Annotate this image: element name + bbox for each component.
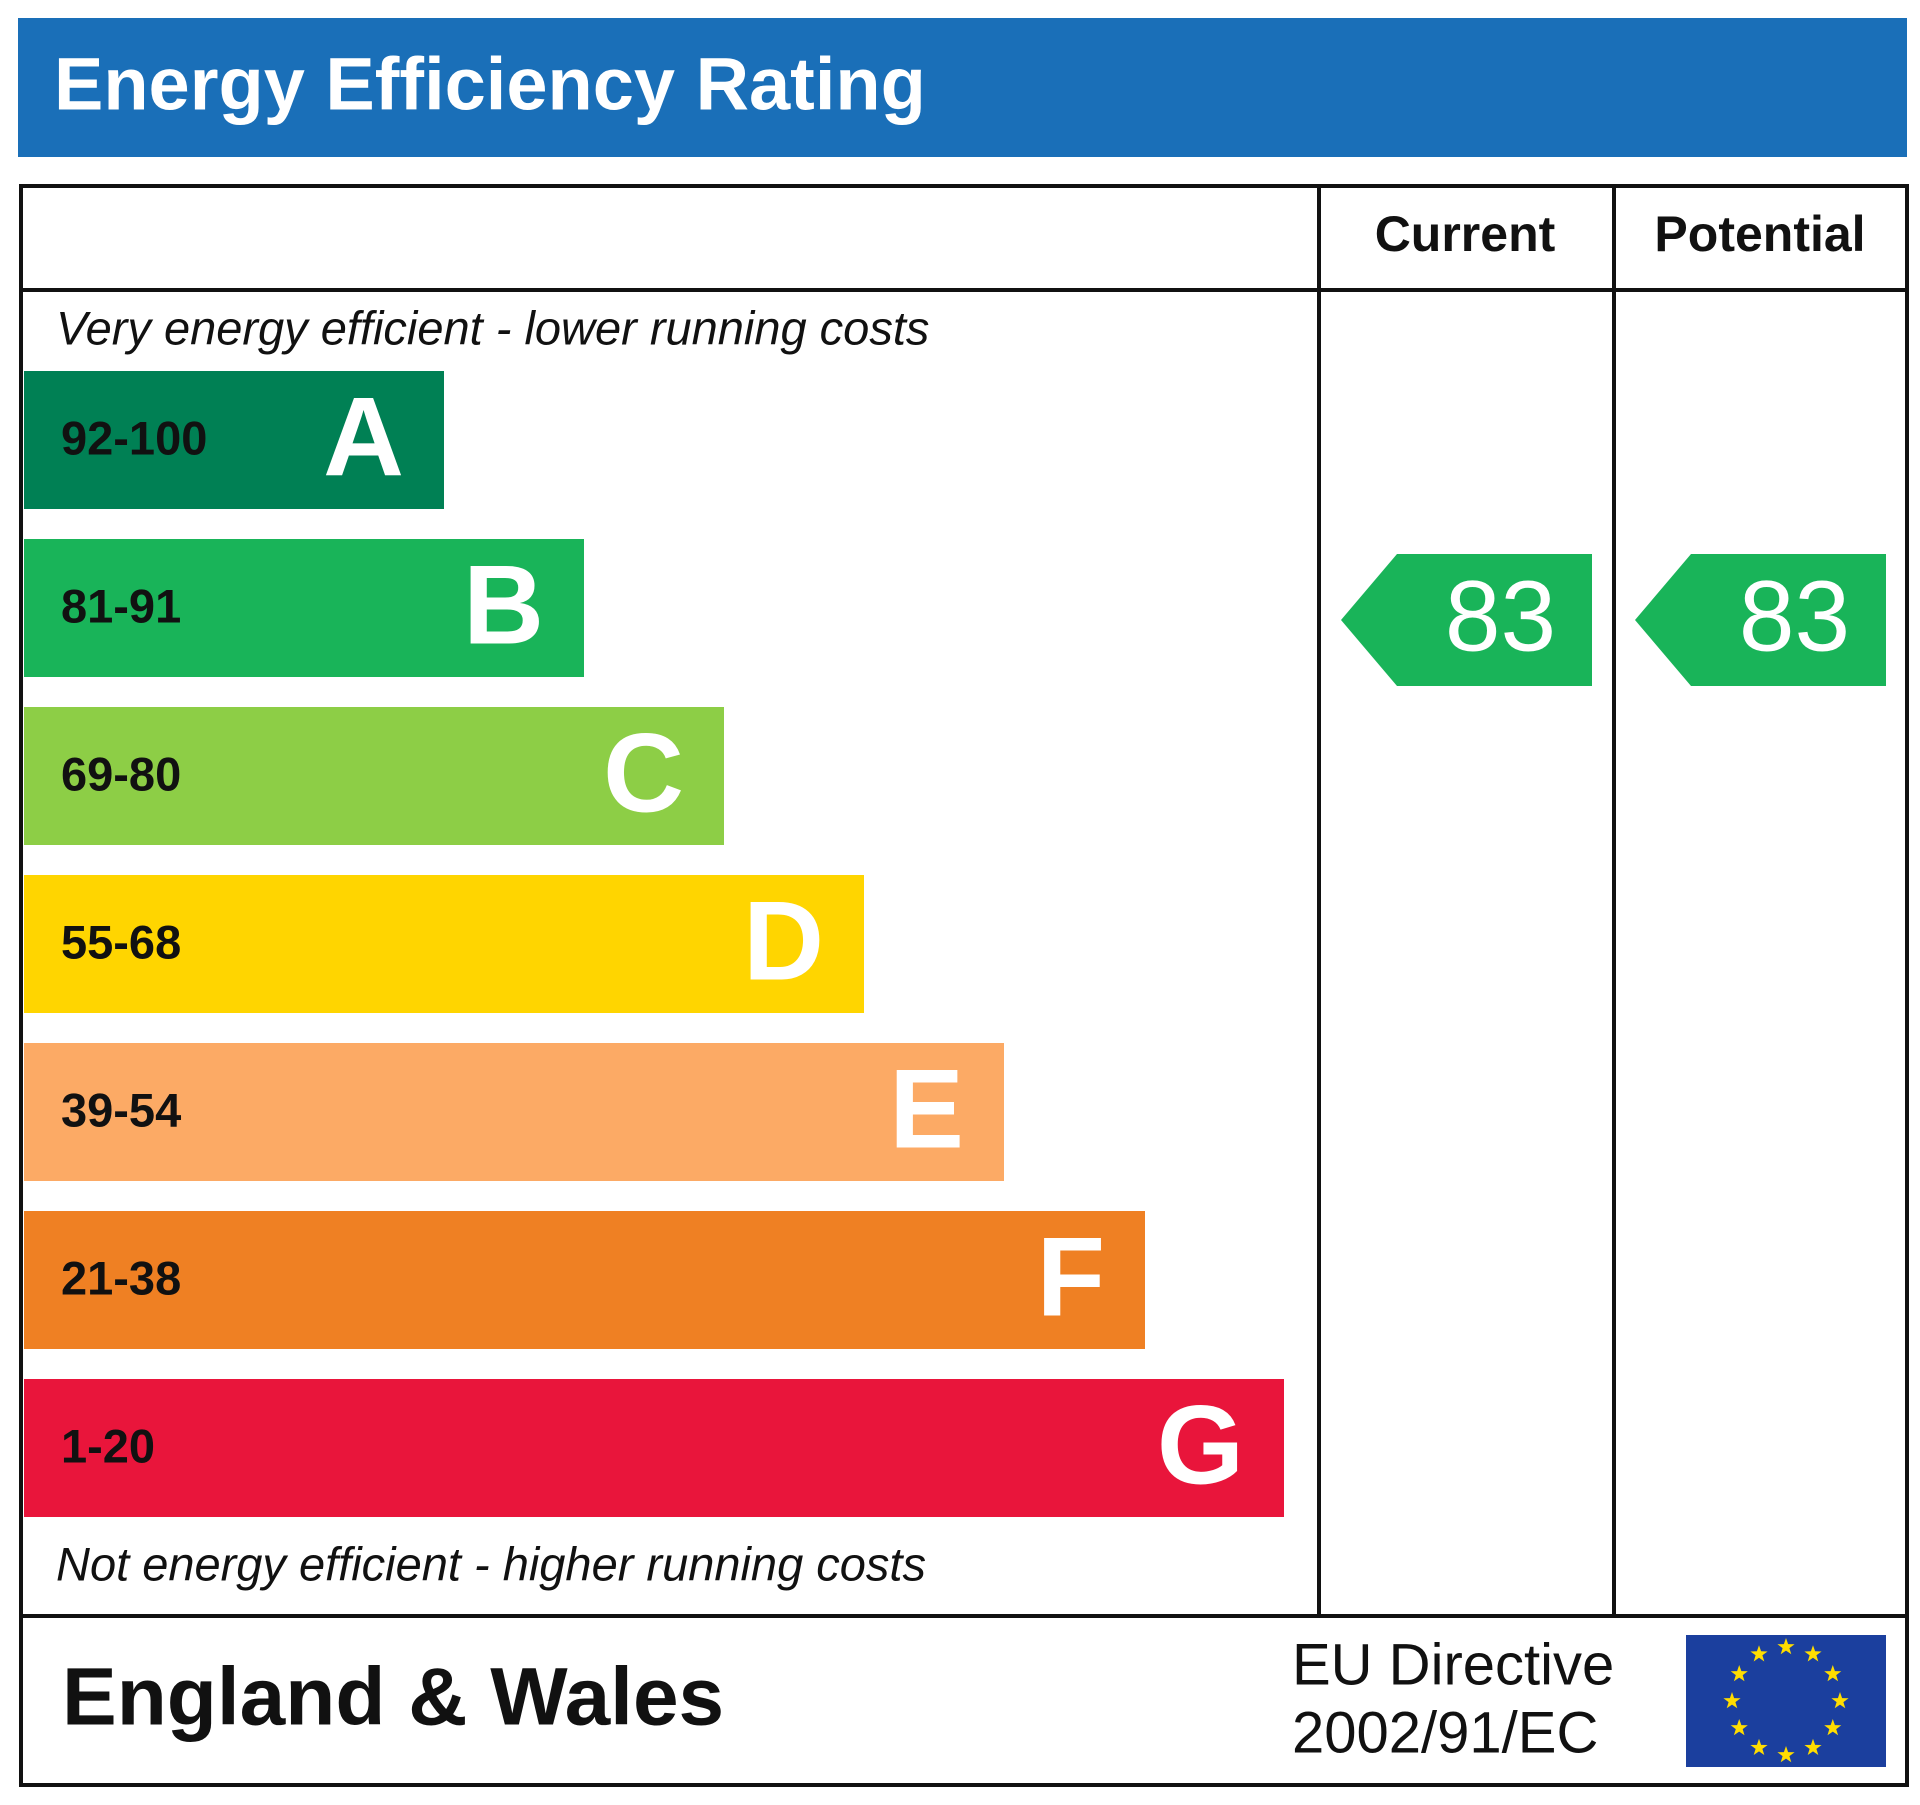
band-bar [24, 707, 724, 845]
column-header: Potential [1654, 206, 1865, 262]
eu-star [1730, 1719, 1748, 1736]
band-letter: E [889, 1047, 964, 1172]
directive-number: 2002/91/EC [1292, 1700, 1598, 1765]
band-letter: C [603, 711, 684, 836]
band-bar [24, 539, 584, 677]
eu-star [1750, 1645, 1768, 1662]
band-range: 92-100 [61, 411, 207, 464]
eu-stars [1723, 1638, 1849, 1763]
band-letter: A [323, 375, 404, 500]
header-bar [18, 18, 1907, 157]
eu-star [1750, 1738, 1768, 1755]
rating-arrow [1341, 554, 1592, 686]
table-frame [19, 184, 1909, 1787]
band-bar [24, 1379, 1284, 1517]
band-letter: B [463, 543, 544, 668]
band-letter: F [1037, 1215, 1105, 1340]
band-range: 1-20 [61, 1419, 155, 1472]
rating-value: 83 [1739, 560, 1850, 672]
header-title: Energy Efficiency Rating [54, 43, 926, 126]
band-letter: G [1157, 1383, 1244, 1508]
band-range: 81-91 [61, 579, 181, 632]
eu-flag [1686, 1635, 1886, 1767]
band-range: 39-54 [61, 1083, 181, 1136]
rating-arrow [1635, 554, 1886, 686]
band-bar [24, 1211, 1145, 1349]
band-bar [24, 875, 864, 1013]
directive-label: EU Directive [1292, 1632, 1614, 1697]
band-range: 55-68 [61, 915, 181, 968]
band-range: 21-38 [61, 1251, 181, 1304]
eu-star [1723, 1692, 1741, 1709]
eu-star [1777, 1746, 1795, 1763]
eu-star [1777, 1638, 1795, 1655]
eu-star [1824, 1719, 1842, 1736]
eu-star [1831, 1692, 1849, 1709]
column-header: Current [1375, 206, 1556, 262]
band-bar [24, 1043, 1004, 1181]
eu-star [1824, 1665, 1842, 1682]
rating-value: 83 [1445, 560, 1556, 672]
eu-star [1804, 1738, 1822, 1755]
top-note: Very energy efficient - lower running co… [56, 301, 929, 354]
region-label: England & Wales [62, 1652, 724, 1743]
band-range: 69-80 [61, 747, 181, 800]
eu-star [1804, 1645, 1822, 1662]
band-letter: D [743, 879, 824, 1004]
bottom-note: Not energy efficient - higher running co… [56, 1537, 926, 1590]
band-bar [24, 371, 444, 509]
eu-star [1730, 1665, 1748, 1682]
